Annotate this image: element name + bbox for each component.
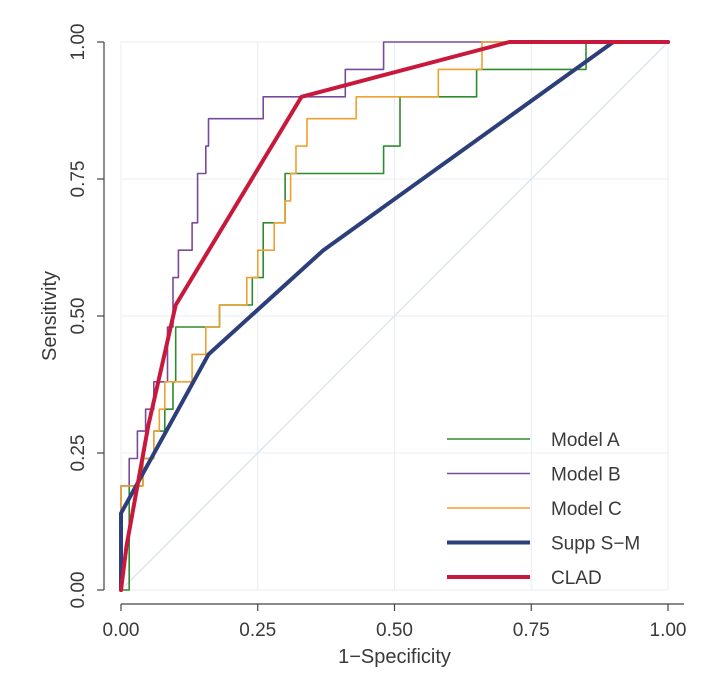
y-tick-label: 0.50 <box>68 298 89 335</box>
y-axis-title: Sensitivity <box>39 271 61 361</box>
legend-label-model-b: Model B <box>551 465 621 486</box>
series-line-model-c <box>120 41 669 591</box>
legend-label-model-a: Model A <box>551 430 620 451</box>
y-tick-label: 0.00 <box>68 572 89 609</box>
x-tick-label: 0.75 <box>513 620 550 641</box>
x-axis-title: 1−Specificity <box>338 646 451 668</box>
reference-diagonal <box>120 41 669 591</box>
x-tick-label: 0.50 <box>376 620 413 641</box>
legend-label-clad: CLAD <box>551 568 602 589</box>
y-tick-label: 0.25 <box>68 435 89 472</box>
legend-label-model-c: Model C <box>551 499 622 520</box>
y-tick-label: 0.75 <box>68 161 89 198</box>
legend-label-supp-s-m: Supp S−M <box>551 534 640 555</box>
x-tick-label: 0.00 <box>103 620 140 641</box>
x-tick-label: 0.25 <box>239 620 276 641</box>
series-line-clad <box>119 40 670 592</box>
y-tick-label: 1.00 <box>68 24 89 61</box>
x-tick-label: 1.00 <box>650 620 687 641</box>
